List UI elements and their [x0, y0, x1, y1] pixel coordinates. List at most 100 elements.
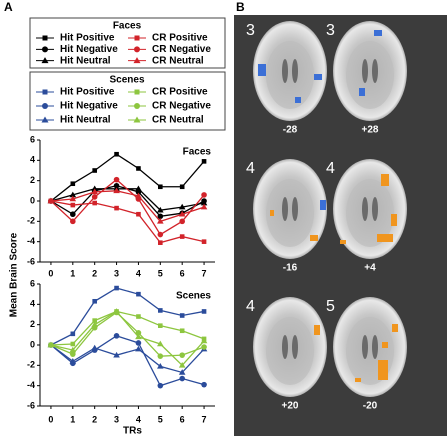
x-tick-label: 0	[48, 414, 53, 424]
data-point	[47, 197, 55, 204]
activation-blob	[314, 325, 320, 335]
x-tick-label: 4	[136, 414, 141, 424]
y-tick-label: 6	[30, 278, 35, 288]
x-tick-label: 6	[180, 414, 185, 424]
data-point	[91, 194, 98, 200]
y-axis-label: Mean Brain Score	[9, 232, 20, 317]
x-tick-label: 5	[158, 414, 163, 424]
y-tick-label: 2	[30, 319, 35, 329]
legend-label: CR Positive	[152, 87, 208, 98]
data-point	[136, 166, 141, 171]
brain-ventricle	[292, 335, 298, 359]
activation-blob	[355, 378, 361, 382]
data-point	[135, 330, 142, 336]
legend-label: Hit Negative	[60, 44, 118, 55]
y-tick-label: 0	[30, 339, 35, 349]
data-point	[178, 210, 186, 217]
y-tick-label: -6	[27, 400, 35, 410]
data-point	[136, 314, 141, 319]
legend-label: Hit Neutral	[60, 115, 111, 126]
data-point	[158, 308, 163, 313]
data-point	[179, 218, 185, 225]
activation-blob	[340, 240, 346, 244]
legend-label: Hit Positive	[60, 33, 115, 44]
brain-ventricle	[292, 59, 298, 83]
data-point	[92, 168, 97, 173]
y-tick-label: -2	[27, 216, 35, 226]
series-line	[50, 310, 205, 346]
activation-blob	[382, 342, 388, 348]
x-tick-label: 1	[70, 414, 75, 424]
data-point	[91, 321, 98, 327]
activation-blob	[391, 214, 397, 226]
brain-inner	[266, 317, 314, 385]
y-tick-label: 4	[30, 299, 35, 309]
legend-marker	[134, 103, 140, 109]
legend-marker	[134, 89, 140, 95]
brain-ventricle	[372, 59, 378, 83]
x-tick-label: 1	[70, 268, 75, 278]
legend-title: Scenes	[109, 75, 144, 86]
series-line	[50, 344, 205, 374]
activation-blob	[258, 64, 266, 76]
brain-ventricle	[282, 59, 288, 83]
activation-blob	[310, 235, 318, 241]
activation-blob	[392, 324, 398, 332]
data-point	[92, 298, 97, 304]
data-point	[157, 206, 164, 213]
data-point	[91, 344, 98, 351]
data-point	[158, 323, 163, 328]
legend-marker	[133, 57, 141, 64]
activation-blob	[374, 30, 382, 36]
legend-label: CR Negative	[152, 44, 211, 55]
data-point	[70, 331, 76, 337]
legend-label: CR Positive	[152, 33, 208, 44]
brain-ventricle	[282, 197, 288, 221]
x-tick-label: 7	[202, 268, 207, 278]
data-point	[91, 185, 98, 192]
slice-number: 4	[246, 298, 255, 315]
data-point	[200, 199, 208, 206]
data-point	[157, 340, 164, 347]
legend-label: CR Neutral	[152, 115, 204, 126]
legend-marker	[134, 35, 140, 41]
data-point	[70, 351, 76, 357]
legend-marker	[42, 89, 48, 95]
data-point	[158, 184, 163, 190]
data-point	[135, 333, 142, 340]
data-point	[157, 218, 164, 224]
brain-ventricle	[362, 59, 368, 83]
data-point	[178, 203, 186, 210]
brain-ventricle	[282, 335, 288, 359]
data-point	[200, 337, 208, 344]
legend-marker	[134, 46, 140, 53]
data-point	[113, 351, 120, 358]
data-point	[201, 192, 207, 198]
data-point	[179, 184, 185, 190]
data-point	[136, 211, 141, 217]
x-tick-label: 5	[158, 268, 163, 278]
data-point	[92, 318, 97, 323]
panel-label: A	[4, 0, 13, 14]
series-line	[50, 311, 205, 357]
slice-label: +4	[364, 263, 376, 274]
y-tick-label: -4	[27, 380, 35, 390]
x-axis-label: TRs	[123, 426, 142, 436]
legend-label: Hit Positive	[60, 87, 115, 98]
series-line	[50, 178, 205, 236]
data-point	[70, 181, 76, 187]
data-point	[113, 176, 120, 183]
chart-title: Faces	[183, 147, 212, 158]
x-tick-label: 2	[92, 268, 97, 278]
data-point	[69, 191, 77, 198]
brain-ventricle	[362, 335, 368, 359]
brain-ventricle	[362, 197, 368, 221]
legend-marker	[42, 46, 48, 53]
x-tick-label: 4	[136, 268, 141, 278]
data-point	[201, 159, 207, 164]
y-tick-label: 6	[30, 134, 35, 144]
data-point	[135, 340, 142, 346]
data-point	[157, 231, 164, 238]
legend-marker	[42, 35, 48, 41]
